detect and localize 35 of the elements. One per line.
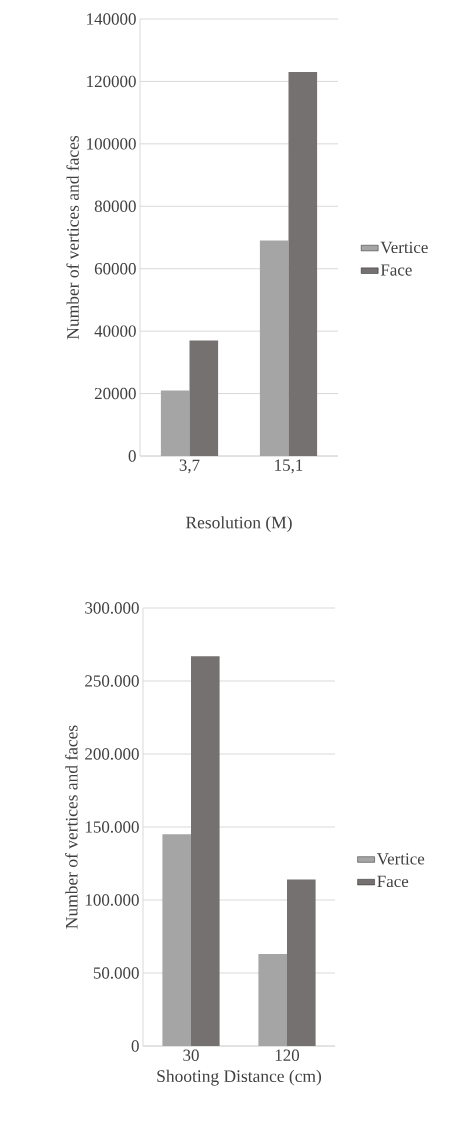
x-tick-label: 15,1: [275, 459, 303, 474]
y-tick-label: 100.000: [85, 894, 139, 906]
legend-label: Face: [377, 875, 409, 888]
x-tick-label: 3,7: [179, 459, 200, 474]
y-tick-label: 20000: [94, 387, 136, 400]
y-tick-label: 0: [128, 450, 136, 462]
y-tick-label: 300.000: [85, 602, 139, 614]
x-tick-label: 30: [183, 1049, 199, 1061]
y-tick-label: 200.000: [85, 748, 139, 760]
y-tick-label: 100000: [87, 138, 136, 150]
y-tick-label: 80000: [94, 200, 136, 212]
y-tick-label: 50.000: [93, 967, 139, 979]
bar: [287, 879, 316, 1046]
y-tick-label: 60000: [94, 262, 136, 275]
legend-label: Vertice: [380, 241, 428, 254]
bar: [258, 954, 287, 1046]
bar: [191, 656, 220, 1046]
bar: [160, 390, 190, 456]
bar: [259, 240, 289, 456]
legend-label: Face: [380, 264, 412, 276]
y-tick-label: 140000: [87, 13, 136, 25]
x-axis-title: Shooting Distance (cm): [157, 1069, 322, 1086]
y-axis-title: Number of vertices and faces: [65, 725, 78, 929]
y-axis-title: Number of vertices and faces: [66, 135, 79, 340]
y-tick-label: 40000: [94, 325, 136, 337]
legend-label: Vertice: [376, 853, 425, 865]
y-tick-label: 120000: [87, 75, 136, 88]
bar: [189, 340, 219, 456]
x-axis-title: Resolution (M): [185, 516, 292, 532]
y-tick-label: 250.000: [85, 675, 139, 687]
bar: [162, 834, 191, 1046]
bar: [288, 72, 318, 456]
y-tick-label: 0: [131, 1040, 139, 1052]
y-tick-label: 150.000: [85, 821, 139, 833]
x-tick-label: 120: [275, 1049, 300, 1061]
